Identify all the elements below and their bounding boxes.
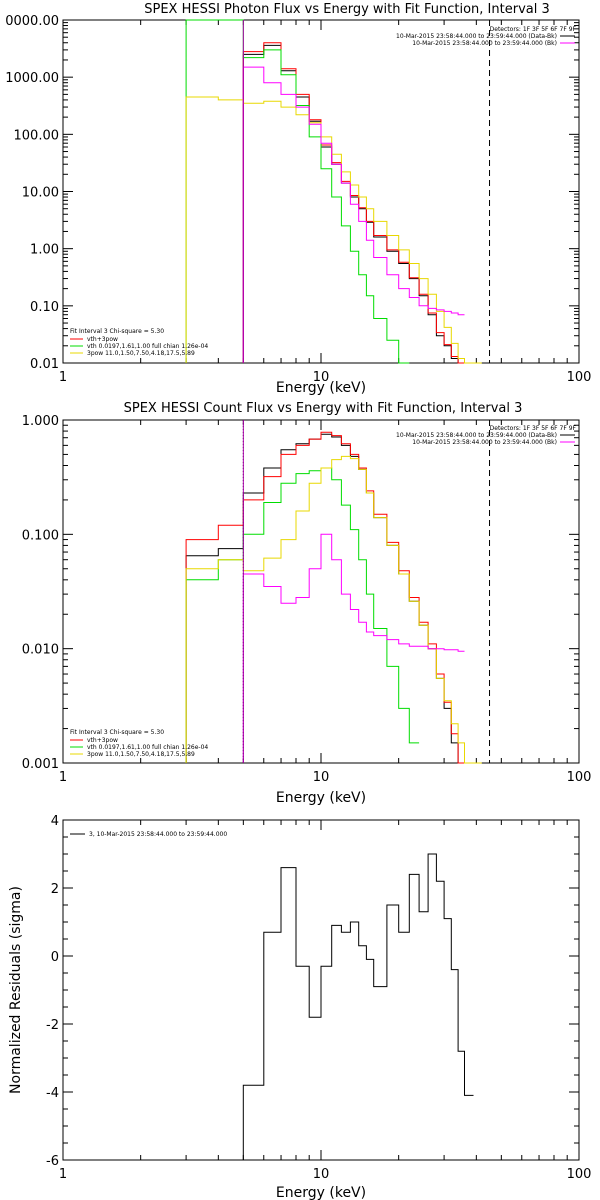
legend-entry: 3pow 11.0,1.50,7.50,4.18,17.5,5.89 — [87, 751, 195, 758]
y-tick-label: 1000.00 — [5, 71, 59, 86]
header-line-2: 10-Mar-2015 23:58:44.000 to 23:59:44.000… — [412, 439, 557, 446]
y-tick-label: -4 — [46, 1086, 59, 1101]
detector-header: Detectors: 1F 3F 5F 6F 7F 9F 10-Mar-2015… — [396, 26, 577, 47]
series-group — [242, 853, 474, 1160]
x-tick-label: 1 — [59, 1167, 67, 1182]
y-tick-label: 1.00 — [30, 243, 59, 258]
y-tick-label: 2 — [51, 882, 59, 897]
y-tick-label: 0.01 — [30, 357, 59, 372]
legend-entry: vth 0.0197,1.61,1.00 full chian 1.26e-04 — [87, 343, 208, 350]
fit-legend: Fit Interval 3 Chi-square = 5.30 vth+3po… — [70, 328, 208, 357]
x-tick-label: 100 — [567, 770, 592, 785]
legend-title: Fit Interval 3 Chi-square = 5.30 — [70, 328, 164, 335]
plot-frame — [62, 19, 580, 364]
axis-ticks — [62, 20, 579, 364]
header-line-1: 10-Mar-2015 23:58:44.000 to 23:59:44.000… — [396, 432, 557, 439]
legend-entry: 3pow 11.0,1.50,7.50,4.18,17.5,5.89 — [87, 350, 195, 357]
x-axis-title: Energy (keV) — [276, 790, 366, 806]
y-tick-label: 10.00 — [22, 186, 59, 201]
y-tick-labels: 0.001 0.010 0.100 1.000 — [22, 414, 59, 772]
x-tick-label: 1 — [59, 370, 67, 385]
series-vth+3pow — [185, 431, 465, 764]
axis-ticks — [62, 819, 579, 1161]
axis-ticks — [62, 420, 579, 764]
y-tick-labels: 0.01 0.10 1.00 10.00 100.00 1000.00 0000.00 — [5, 14, 59, 372]
vertical-markers — [242, 20, 491, 363]
x-tick-label: 100 — [567, 370, 592, 385]
y-tick-label: 0.001 — [22, 757, 59, 772]
y-tick-label: 0 — [51, 950, 59, 965]
y-tick-label: 0.010 — [22, 643, 59, 658]
x-tick-labels: 1 10 100 — [59, 1167, 592, 1182]
detector-header: Detectors: 1F 3F 5F 6F 7F 9F 10-Mar-2015… — [396, 425, 577, 446]
series-vth — [185, 19, 410, 364]
series-3pow — [185, 455, 482, 764]
legend-entry: 3, 10-Mar-2015 23:58:44.000 to 23:59:44.… — [89, 831, 227, 838]
legend-entry: vth 0.0197,1.61,1.00 full chian 1.26e-04 — [87, 744, 208, 751]
panel-title: SPEX HESSI Count Flux vs Energy with Fit… — [124, 401, 523, 416]
y-tick-label: 0.10 — [30, 300, 59, 315]
y-tick-label: 0.100 — [22, 528, 59, 543]
interval-legend: 3, 10-Mar-2015 23:58:44.000 to 23:59:44.… — [70, 831, 227, 838]
y-tick-label: 0000.00 — [5, 14, 59, 29]
residuals-panel: -6 -4 -2 0 2 4 1 10 100 Energy (keV) Normalized… — [8, 814, 591, 1200]
header-line-1: 10-Mar-2015 23:58:44.000 to 23:59:44.000… — [396, 33, 557, 40]
fit-legend: Fit Interval 3 Chi-square = 5.30 vth+3po… — [70, 729, 208, 758]
x-tick-label: 1 — [59, 770, 67, 785]
x-axis-title: Energy (keV) — [276, 1185, 366, 1200]
series-residuals — [242, 853, 474, 1160]
series-group — [185, 19, 482, 364]
x-tick-label: 100 — [567, 1167, 592, 1182]
x-tick-labels: 1 10 100 — [59, 370, 592, 385]
y-tick-label: 100.00 — [14, 128, 60, 143]
header-line-2: 10-Mar-2015 23:58:44.000 to 23:59:44.000… — [412, 40, 557, 47]
detectors-text: Detectors: 1F 3F 5F 6F 7F 9F — [490, 26, 577, 33]
x-axis-title: Energy (keV) — [276, 380, 366, 396]
vertical-markers — [242, 420, 491, 763]
y-tick-label: -6 — [46, 1154, 59, 1169]
count-flux-panel: SPEX HESSI Count Flux vs Energy with Fit… — [22, 401, 592, 806]
series-group — [185, 431, 482, 764]
series-Bk — [242, 533, 465, 763]
x-tick-label: 10 — [313, 1167, 330, 1182]
series-Data-Bk — [185, 433, 465, 764]
x-tick-labels: 1 10 100 — [59, 770, 592, 785]
y-tick-labels: -6 -4 -2 0 2 4 — [46, 814, 59, 1169]
x-tick-label: 10 — [313, 770, 330, 785]
x-tick-label: 10 — [313, 370, 330, 385]
y-tick-label: -2 — [46, 1018, 59, 1033]
series-vth — [185, 467, 420, 763]
series-3pow — [185, 96, 482, 364]
panel-title: SPEX HESSI Photon Flux vs Energy with Fi… — [144, 2, 550, 17]
y-tick-label: 4 — [51, 814, 59, 829]
legend-entry: vth+3pow — [87, 336, 118, 343]
detectors-text: Detectors: 1F 3F 5F 6F 7F 9F — [490, 425, 577, 432]
legend-entry: vth+3pow — [87, 737, 118, 744]
legend-title: Fit Interval 3 Chi-square = 5.30 — [70, 729, 164, 736]
series-Bk — [242, 66, 465, 363]
y-tick-label: 1.000 — [22, 414, 59, 429]
photon-flux-panel: SPEX HESSI Photon Flux vs Energy with Fi… — [5, 2, 591, 396]
y-axis-title: Normalized Residuals (sigma) — [8, 886, 24, 1094]
